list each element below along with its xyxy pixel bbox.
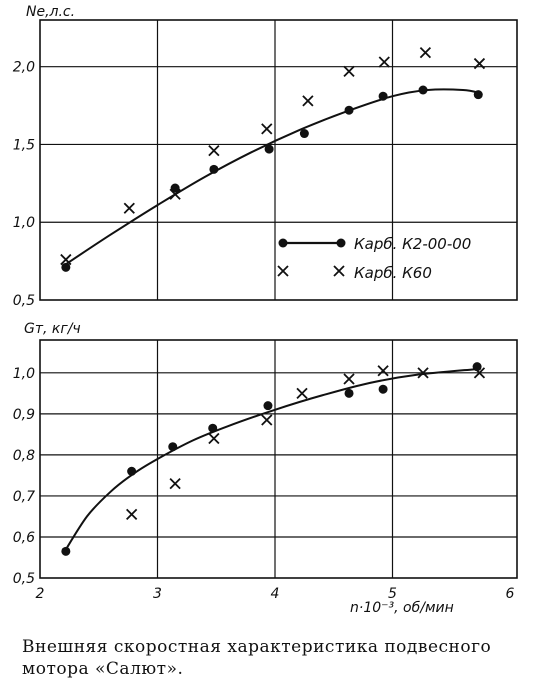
power-y-tick-label: 1,5 xyxy=(13,137,35,153)
fuel-x-tick-label: 3 xyxy=(153,586,162,602)
power-k60-data-point xyxy=(419,47,432,59)
fuel-k2-data-point xyxy=(168,442,178,452)
power-y-tick-label: 1,0 xyxy=(13,215,35,231)
fuel-fit-curve xyxy=(62,367,481,554)
fuel-y-tick-label: 0,9 xyxy=(13,407,35,423)
figure-caption: Внешняя скоростная характеристика подвес… xyxy=(22,637,492,679)
fuel-x-tick-label: 5 xyxy=(388,586,397,602)
power-k2-data-point xyxy=(378,91,388,101)
fuel-k2-data-point xyxy=(208,423,218,433)
legend-label-k2: Карб. К2-00-00 xyxy=(354,235,471,253)
fuel-x-tick-label: 2 xyxy=(36,586,45,602)
power-k2-data-point xyxy=(473,90,483,100)
power-k60-data-point xyxy=(123,202,135,214)
power-k60-data-point xyxy=(169,188,181,200)
fuel-consumption-chart: 0,5 0,6 0,7 0,8 0,9 1,0 2 3 4 5 6 xyxy=(13,339,518,602)
legend-cross-marker xyxy=(333,265,345,277)
legend-dot-marker xyxy=(336,238,346,248)
fuel-k60-data-point xyxy=(417,367,429,379)
power-k2-data-point xyxy=(209,164,219,174)
fuel-y-tick-label: 0,5 xyxy=(13,571,35,587)
fuel-k2-data-point xyxy=(344,388,354,398)
power-k60-data-point xyxy=(261,123,273,135)
fuel-x-tick-label: 4 xyxy=(271,586,280,602)
power-k2-data-point xyxy=(418,85,428,95)
fuel-plot-frame xyxy=(39,339,518,579)
power-chart: 0,5 1,0 1,5 2,0 xyxy=(13,19,518,309)
fuel-k60-data-point xyxy=(473,367,486,379)
fuel-k2-data-point xyxy=(263,401,273,411)
fuel-k60-data-point xyxy=(343,373,355,385)
legend-cross-marker xyxy=(277,265,289,277)
fuel-k60-data-point xyxy=(208,432,220,445)
power-y-tick-label: 2,0 xyxy=(13,60,35,76)
legend-label-k60: Карб. К60 xyxy=(354,264,432,282)
power-k60-data-point xyxy=(473,57,486,70)
fuel-k60-data-point xyxy=(261,414,273,426)
power-k2-data-point xyxy=(61,262,71,272)
power-plot-frame xyxy=(39,19,518,301)
fuel-k60-data-point xyxy=(377,365,389,377)
power-fit-curve xyxy=(62,88,481,267)
power-k60-data-point xyxy=(302,95,314,107)
fuel-k2-data-point xyxy=(378,384,388,394)
fuel-k60-data-point xyxy=(169,477,181,490)
power-k60-data-point xyxy=(208,145,220,157)
fuel-y-tick-label: 0,6 xyxy=(13,530,35,546)
fuel-k60-data-point xyxy=(296,387,308,399)
legend-dot-marker xyxy=(278,238,288,248)
fuel-y-tick-label: 1,0 xyxy=(13,366,35,382)
power-k60-data-point xyxy=(378,56,390,68)
power-y-tick-label: 0,5 xyxy=(13,293,35,309)
fuel-k2-data-point xyxy=(61,546,71,556)
fuel-y-tick-label: 0,7 xyxy=(13,489,35,505)
fuel-x-tick-label: 6 xyxy=(506,586,515,602)
power-k2-data-point xyxy=(344,105,354,115)
rpm-axis-label: n·10⁻³, об/мин xyxy=(350,600,454,616)
fuel-axis-label: Gт, кг/ч xyxy=(24,321,81,337)
power-axis-label: Ne,л.с. xyxy=(26,4,75,20)
power-k2-data-point xyxy=(299,129,309,139)
fuel-k60-data-point xyxy=(126,508,138,521)
legend: Карб. К2-00-00 Карб. К60 xyxy=(277,235,471,282)
power-k60-data-point xyxy=(60,253,72,266)
power-k2-data-point xyxy=(264,144,274,154)
power-k60-data-point xyxy=(343,65,355,77)
fuel-k2-data-point xyxy=(127,466,137,476)
power-k2-data-point xyxy=(170,183,180,193)
fuel-y-tick-label: 0,8 xyxy=(13,448,35,464)
